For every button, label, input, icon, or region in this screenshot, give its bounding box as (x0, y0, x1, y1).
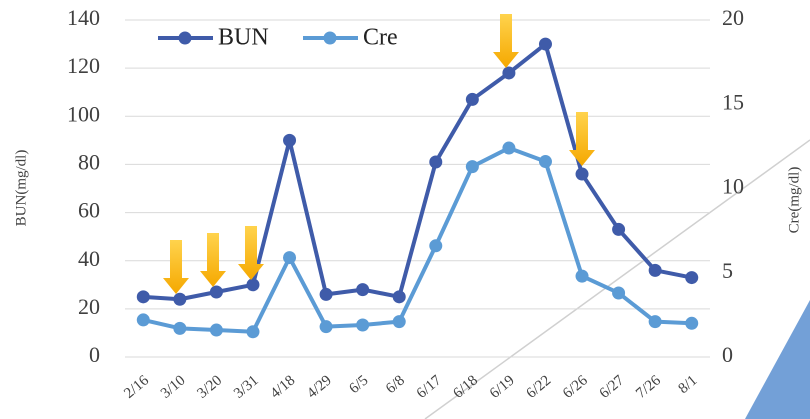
y2-tick-label: 0 (722, 342, 733, 367)
data-point (319, 320, 333, 334)
x-tick-label: 6/26 (560, 372, 591, 402)
y-tick-label: 80 (78, 149, 100, 174)
x-tick-label: 3/31 (231, 372, 262, 401)
x-tick-label: 3/20 (194, 372, 225, 401)
x-tick-label: 6/27 (597, 372, 628, 402)
data-point (173, 321, 187, 335)
arrow (200, 233, 226, 287)
x-tick-label: 6/22 (524, 372, 555, 401)
data-point (209, 285, 223, 299)
data-point (538, 155, 552, 169)
data-point (136, 313, 150, 327)
data-point (685, 316, 699, 330)
legend-label: Cre (363, 25, 398, 51)
data-point (538, 37, 552, 51)
data-point (246, 278, 260, 292)
arrow (238, 226, 264, 280)
y-tick-label: 140 (67, 5, 100, 30)
y-tick-label: 60 (78, 198, 100, 223)
data-point (356, 318, 370, 332)
decor-triangle (745, 300, 810, 419)
arrow (163, 240, 189, 294)
x-tick-label: 2/16 (121, 372, 152, 402)
arrow (569, 112, 595, 166)
data-point (502, 141, 516, 155)
x-tick-label: 3/10 (158, 372, 189, 401)
x-tick-label: 6/17 (414, 372, 445, 402)
data-point (429, 239, 443, 253)
y2-axis-title: Cre(mg/dl) (786, 167, 802, 234)
data-point (392, 290, 406, 304)
series-line (143, 42, 693, 302)
data-point (429, 155, 443, 169)
data-point (648, 263, 662, 277)
data-point (319, 287, 333, 301)
legend-marker (323, 31, 337, 45)
decor-line (424, 139, 810, 419)
x-tick-label: 7/26 (633, 372, 664, 402)
data-point (575, 269, 589, 283)
y2-tick-label: 15 (722, 89, 744, 114)
y-axis-title: BUN(mg/dl) (13, 150, 29, 227)
y-tick-label: 100 (67, 101, 100, 126)
x-tick-label: 6/19 (487, 372, 518, 401)
data-point (465, 92, 479, 106)
y-tick-label: 120 (67, 53, 100, 78)
data-point (392, 315, 406, 329)
series-line (142, 146, 692, 334)
data-point (173, 292, 187, 306)
data-point (502, 66, 516, 80)
y-tick-label: 20 (78, 294, 100, 319)
y2-tick-label: 20 (722, 5, 744, 30)
x-tick-label: 6/8 (383, 372, 408, 397)
y-tick-label: 40 (78, 246, 100, 271)
y-tick-label: 0 (89, 342, 100, 367)
data-point (356, 283, 370, 297)
y2-tick-label: 5 (722, 258, 733, 283)
arrow (493, 14, 519, 68)
x-tick-label: 8/1 (676, 372, 701, 397)
data-point (209, 323, 223, 337)
data-point (465, 160, 479, 174)
data-point (283, 251, 297, 265)
data-point (575, 167, 589, 181)
y2-tick-label: 10 (722, 174, 744, 199)
legend-marker (178, 31, 192, 45)
x-tick-label: 4/29 (304, 372, 335, 401)
marks (136, 37, 699, 339)
data-point (283, 133, 297, 147)
x-tick-label: 4/18 (268, 372, 299, 401)
data-point (612, 222, 626, 236)
data-point (648, 315, 662, 329)
legend-label: BUN (218, 25, 269, 51)
data-point (246, 325, 260, 339)
grid (125, 19, 710, 358)
data-point (685, 271, 699, 285)
arrows (163, 14, 595, 294)
data-point (612, 286, 626, 300)
x-tick-label: 6/5 (346, 372, 371, 397)
data-point (136, 290, 150, 304)
